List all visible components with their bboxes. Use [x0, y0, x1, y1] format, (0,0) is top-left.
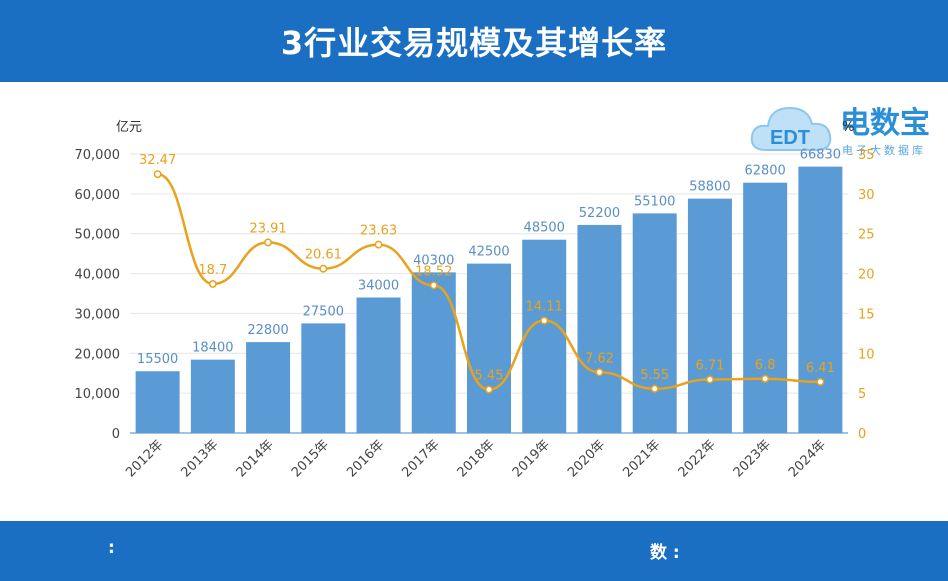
x-tick-label: 2017年 [399, 437, 442, 480]
bar-value-label: 34000 [358, 278, 399, 293]
bar [687, 198, 732, 433]
watermark: EDT 电数宝 电子大数据库 [748, 92, 948, 162]
y-right-tick-label: 20 [858, 268, 875, 283]
line-point [761, 374, 770, 383]
bar [190, 359, 235, 433]
bar [246, 342, 291, 433]
bar-value-label: 22800 [247, 323, 288, 338]
bar-value-label: 42500 [468, 245, 509, 260]
bar-line-chart: 0 10,000 20,000 30,000 40,000 50,000 60,000 70,… [75, 120, 875, 480]
x-tick-label: 2014年 [234, 437, 277, 480]
bar [467, 263, 511, 433]
y-axis-unit: 亿元 [116, 120, 142, 135]
footer-right-label: 数 : [650, 543, 680, 563]
line-point [705, 375, 714, 384]
line-value-label: 18.7 [198, 263, 227, 278]
line-value-label: 7.62 [585, 351, 614, 366]
x-tick-label: 2019年 [510, 437, 553, 480]
x-tick-label: 2024年 [786, 437, 829, 480]
bar [632, 213, 677, 433]
line-point [540, 316, 549, 325]
bar-value-label: 18400 [192, 341, 233, 356]
bar [135, 371, 180, 433]
y-tick-label: 60,000 [75, 188, 121, 203]
y-right-tick-label: 35 [858, 148, 875, 163]
line-value-label: 6.71 [695, 359, 724, 374]
watermark-main-text: 电数宝 [840, 106, 930, 141]
x-tick-label: 2015年 [289, 437, 332, 480]
y-right-tick-label: 25 [858, 228, 875, 243]
header-band [0, 0, 948, 82]
bar [356, 297, 401, 433]
y-right-tick-label: 5 [858, 387, 866, 402]
bar [411, 272, 456, 433]
bar-value-label: 40300 [413, 253, 454, 268]
y-right-tick-label: 15 [858, 307, 875, 322]
line-point [650, 384, 659, 393]
y-right-tick-label: 0 [858, 427, 866, 442]
y-right-axis-unit: % [842, 120, 854, 135]
line-point [485, 385, 493, 394]
x-tick-label: 2016年 [344, 437, 387, 480]
x-tick-label: 2023年 [731, 437, 774, 480]
bar-value-label: 58800 [689, 180, 730, 195]
line-point [208, 279, 217, 288]
x-tick-label: 2013年 [178, 437, 221, 480]
y-tick-label: 10,000 [75, 387, 121, 402]
x-tick-label: 2020年 [565, 437, 608, 480]
bar [301, 323, 346, 433]
line-value-label: 6.41 [806, 361, 835, 376]
line-value-label: 18.52 [415, 264, 452, 279]
line-value-label: 20.61 [305, 248, 342, 263]
page-title: 3行业交易规模及其增长率 [280, 24, 668, 62]
y-tick-label: 20,000 [75, 347, 121, 362]
footer-left-label: : [108, 538, 115, 558]
bar-value-label: 52200 [579, 206, 620, 221]
line-point [429, 281, 438, 290]
line-point [319, 264, 328, 273]
line-value-label: 6.8 [755, 358, 776, 373]
line-point [153, 170, 162, 179]
line-point [816, 377, 825, 386]
x-tick-label: 2021年 [620, 437, 663, 480]
bar [577, 224, 622, 433]
bar-value-label: 62800 [744, 164, 785, 179]
bar-value-label: 55100 [634, 194, 675, 209]
watermark-logo-text: EDT [770, 127, 810, 149]
cloud-logo-icon: EDT [750, 106, 832, 151]
line-value-label: 32.47 [139, 153, 176, 168]
footer-band [0, 521, 948, 581]
line-point [264, 238, 273, 247]
line-value-label: 5.45 [475, 369, 504, 384]
watermark-sub-text: 电子大数据库 [842, 144, 926, 157]
line-value-label: 23.63 [360, 224, 397, 239]
line-point [374, 240, 383, 249]
line-value-label: 14.11 [526, 300, 563, 315]
y-right-tick-label: 10 [858, 347, 875, 362]
bar-value-label: 27500 [303, 304, 344, 319]
line-value-label: 23.91 [249, 221, 286, 236]
bar-value-label: 48500 [524, 221, 565, 236]
growth-rate-line [157, 172, 821, 391]
bar [743, 182, 788, 433]
line-point [595, 368, 604, 377]
y-tick-label: 70,000 [75, 148, 121, 163]
y-tick-label: 30,000 [75, 307, 121, 322]
bar-value-label: 15500 [137, 352, 178, 367]
y-tick-label: 0 [112, 427, 120, 442]
x-tick-label: 2022年 [676, 437, 719, 480]
line-value-label: 5.55 [640, 368, 669, 383]
y-tick-label: 50,000 [75, 228, 121, 243]
bar [522, 239, 567, 433]
x-tick-label: 2012年 [123, 437, 166, 480]
x-tick-label: 2018年 [455, 437, 498, 480]
bar-value-label: 66830 [800, 148, 841, 163]
y-tick-label: 40,000 [75, 268, 121, 283]
bar [798, 166, 843, 433]
y-right-tick-label: 30 [858, 188, 875, 203]
